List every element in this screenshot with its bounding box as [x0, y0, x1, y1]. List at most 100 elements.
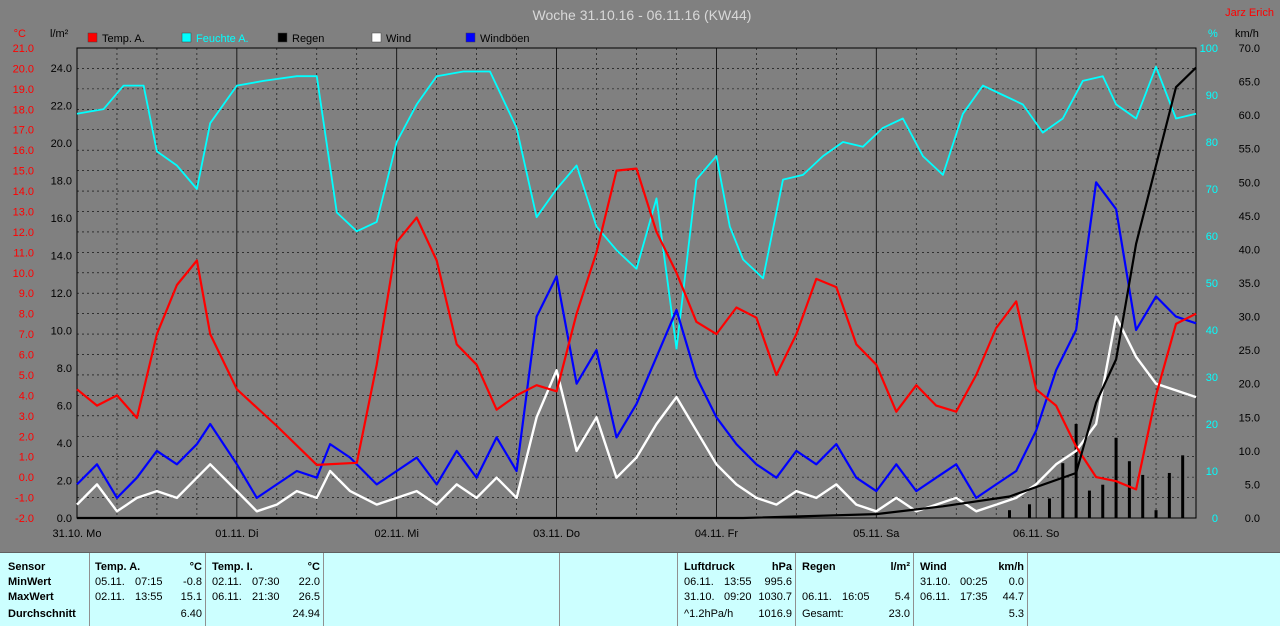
wind-tick-label: 25.0: [1239, 345, 1260, 357]
weather-chart: Woche 31.10.16 - 06.11.16 (KW44) Jarz Er…: [12, 7, 1274, 540]
chart-legend: Temp. A. Feuchte A. Regen Wind Windböen: [87, 32, 530, 45]
rain-tick-label: 22.0: [51, 101, 72, 113]
temp-i-value: 26.5: [298, 591, 320, 603]
sensor-column: Sensor MinWert MaxWert Durchschnitt: [0, 553, 90, 626]
wind-tick-label: 0.0: [1245, 513, 1260, 525]
regen-header: Regen: [802, 561, 836, 573]
wind-tick-label: 30.0: [1239, 312, 1260, 324]
temp-tick-label: 6.0: [19, 350, 34, 362]
temp-tick-label: 16.0: [13, 145, 34, 157]
rain-tick-label: 8.0: [57, 363, 72, 375]
temp-i-value: 22.0: [298, 576, 320, 588]
rain-tick-label: 18.0: [51, 176, 72, 188]
temp-a-time: 07:15: [135, 576, 163, 588]
temp-i-column: [206, 553, 324, 626]
wind-date: 06.11.: [920, 591, 950, 603]
rain-tick-label: 14.0: [51, 251, 72, 263]
legend-swatch: [277, 32, 288, 43]
wind-header: Wind: [920, 561, 947, 573]
regen-value: 23.0: [888, 608, 910, 620]
temp-tick-label: 9.0: [19, 288, 34, 300]
wind-tick-label: 10.0: [1239, 446, 1260, 458]
temp-i-time: 07:30: [252, 576, 280, 588]
temp-a-date: 02.11.: [95, 591, 125, 603]
regen-date: Gesamt:: [802, 608, 844, 620]
temp-tick-label: 10.0: [13, 268, 34, 280]
humidity-tick-label: 0: [1212, 513, 1218, 525]
legend-swatch: [181, 32, 192, 43]
wind-unit-label: km/h: [1235, 28, 1259, 40]
luftdruck-time: 13:55: [724, 576, 752, 588]
humidity-tick-label: 80: [1206, 137, 1218, 149]
temp-i-unit: °C: [307, 561, 320, 573]
legend-item: Windböen: [465, 32, 530, 45]
temp-tick-label: 12.0: [13, 227, 34, 239]
humidity-tick-label: 30: [1206, 372, 1218, 384]
temp-a-value: 6.40: [180, 608, 202, 620]
empty-column-2: [560, 553, 678, 626]
temp-i-time: 21:30: [252, 591, 280, 603]
gust-line: [76, 181, 1197, 499]
luftdruck-column: [678, 553, 796, 626]
empty-column: [324, 553, 560, 626]
temp-tick-label: 14.0: [13, 186, 34, 198]
temp-tick-label: 7.0: [19, 329, 34, 341]
humidity-tick-label: 70: [1206, 184, 1218, 196]
chart-title: Woche 31.10.16 - 06.11.16 (KW44): [533, 7, 752, 23]
temp-a-value: 15.1: [180, 591, 202, 603]
x-tick-label: 01.11. Di: [215, 528, 258, 540]
temp-tick-label: 20.0: [13, 63, 34, 75]
temp-a-header: Temp. A.: [95, 561, 141, 573]
temp-line: [76, 167, 1197, 491]
x-tick-label: 03.11. Do: [533, 528, 580, 540]
chart-axes: 21.0 20.0 19.0 18.0 17.0 16.0 15.0 14.0 13.0 12.0…: [13, 43, 1260, 540]
legend-label: Feuchte A.: [196, 33, 249, 45]
humidity-line: [76, 65, 1197, 350]
row-label-avg: Durchschnitt: [8, 608, 76, 620]
wind-date: 31.10.: [920, 576, 951, 588]
temp-tick-label: 21.0: [13, 43, 34, 55]
humidity-tick-label: 10: [1206, 466, 1218, 478]
luftdruck-time: 09:20: [724, 591, 752, 603]
humidity-tick-label: 90: [1206, 90, 1218, 102]
rain-tick-label: 6.0: [57, 401, 72, 413]
temp-a-value: -0.8: [183, 576, 202, 588]
wind-tick-label: 20.0: [1239, 379, 1260, 391]
temp-unit-label: °C: [14, 28, 26, 40]
temp-a-unit: °C: [189, 561, 202, 573]
temp-tick-label: -2.0: [15, 513, 34, 525]
wind-tick-label: 5.0: [1245, 479, 1260, 491]
rain-tick-label: 0.0: [57, 513, 72, 525]
statistics-table: Sensor MinWert MaxWert Durchschnitt Temp…: [0, 552, 1280, 626]
temp-tick-label: 13.0: [13, 206, 34, 218]
temp-tick-label: 0.0: [19, 472, 34, 484]
luftdruck-value: 1016.9: [758, 608, 792, 620]
temp-tick-label: 15.0: [13, 166, 34, 178]
wind-tick-label: 15.0: [1239, 412, 1260, 424]
rain-tick-label: 12.0: [51, 288, 72, 300]
legend-swatch: [465, 32, 476, 43]
regen-unit: l/m²: [890, 561, 910, 573]
wind-tick-label: 65.0: [1239, 77, 1260, 89]
temp-tick-label: 17.0: [13, 125, 34, 137]
wind-tick-label: 70.0: [1239, 43, 1260, 55]
humidity-tick-label: 40: [1206, 325, 1218, 337]
wind-time: 00:25: [960, 576, 988, 588]
temp-tick-label: 3.0: [19, 411, 34, 423]
rain-tick-label: 16.0: [51, 213, 72, 225]
temp-i-date: 06.11.: [212, 591, 242, 603]
humidity-unit-label: %: [1208, 28, 1218, 40]
legend-label: Windböen: [480, 33, 530, 45]
temp-tick-label: 8.0: [19, 309, 34, 321]
temp-i-date: 02.11.: [212, 576, 242, 588]
legend-item: Feuchte A.: [181, 32, 249, 45]
chart-author: Jarz Erich: [1225, 7, 1274, 19]
x-tick-label: 06.11. So: [1013, 528, 1059, 540]
x-tick-label: 31.10. Mo: [53, 528, 102, 540]
luftdruck-value: 1030.7: [758, 591, 792, 603]
luftdruck-date: ^1.2hPa/h: [684, 608, 734, 620]
temp-tick-label: 11.0: [13, 247, 34, 259]
legend-swatch: [371, 32, 382, 43]
temp-tick-label: 4.0: [19, 390, 34, 402]
rain-tick-label: 20.0: [51, 138, 72, 150]
